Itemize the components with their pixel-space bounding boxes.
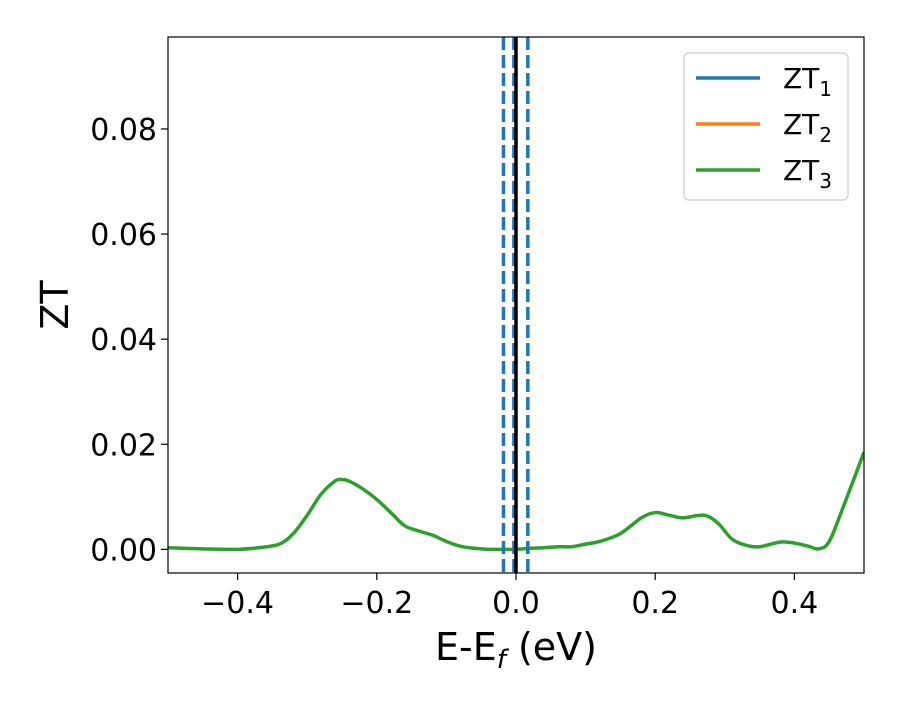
y-tick-label: 0.08 [90,113,157,148]
x-tick-label: 0.0 [492,586,540,621]
legend-label-zt2: ZT2 [783,108,832,147]
plot-lines [168,451,864,552]
series-line-zt3 [168,451,864,552]
reference-lines [501,37,530,573]
x-tick-label: 0.4 [771,586,819,621]
y-tick-label: 0.04 [90,323,157,358]
y-axis-label: ZT [33,280,77,330]
x-tick-label: −0.2 [340,586,413,621]
y-tick-label: 0.00 [90,533,157,568]
x-axis: −0.4 −0.2 0.0 0.2 0.4 [201,573,818,621]
x-axis-label-main: E-E [435,625,497,669]
legend-box [683,52,849,201]
x-axis-label: E-Ef (eV) [435,625,597,675]
legend-label-zt1: ZT1 [783,62,832,101]
x-tick-label: 0.2 [631,586,679,621]
legend-label-zt3: ZT3 [783,154,832,193]
x-axis-label-unit: (eV) [506,625,597,669]
legend: ZT1 ZT2 ZT3 [683,52,849,201]
y-tick-label: 0.06 [90,218,157,253]
y-tick-label: 0.02 [90,428,157,463]
y-axis: 0.00 0.02 0.04 0.06 0.08 [90,113,168,568]
x-tick-label: −0.4 [201,586,274,621]
